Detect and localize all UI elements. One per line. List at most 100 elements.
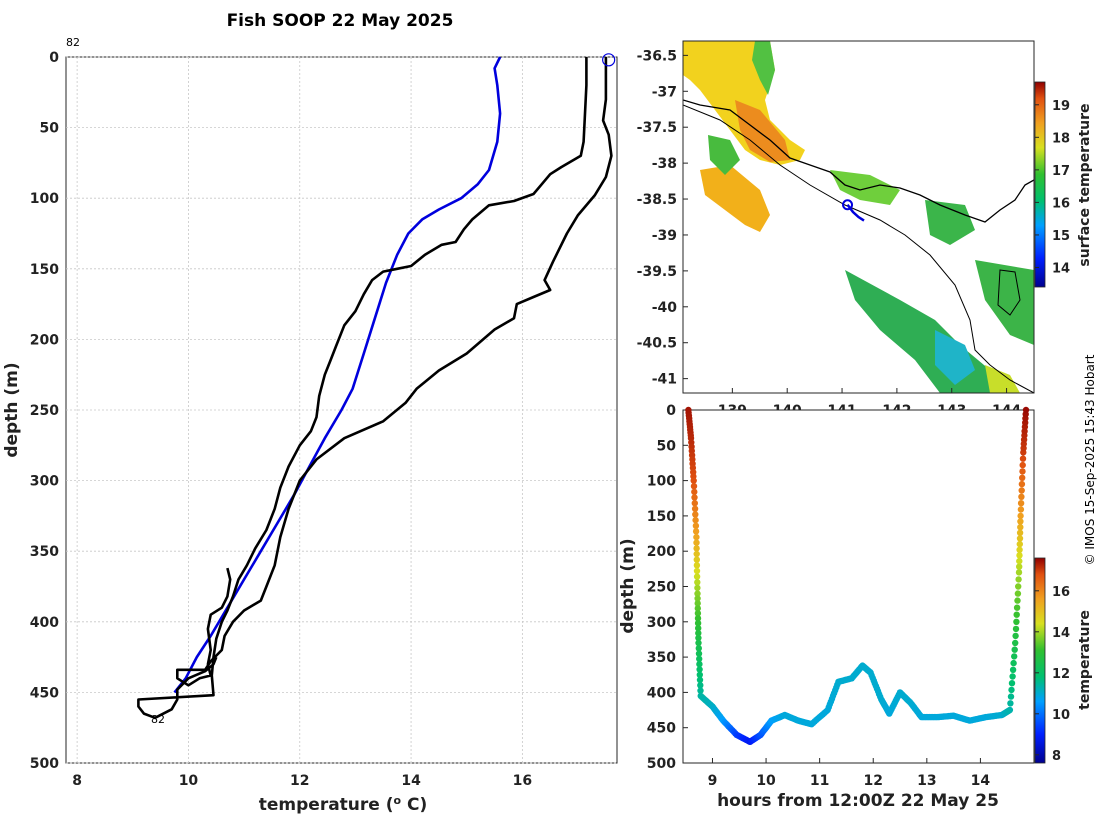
sst-patch-yellow-south	[985, 365, 1020, 393]
depth-time-point	[694, 600, 701, 607]
profile-series-black-2	[176, 57, 613, 687]
map-panel: 139140141142143144-36.5-37-37.5-38-38.5-…	[637, 40, 1093, 419]
depth-time-point	[692, 511, 699, 518]
sst-patch-cool	[935, 330, 975, 385]
sst-patch-east	[925, 200, 975, 245]
profile-panel: 8 10 12 14 16050100150200250300350400450500 …	[2, 11, 618, 815]
depth-time-x-tick-label: 13	[917, 773, 936, 789]
map-colorbar-tick-label: 17	[1052, 164, 1070, 179]
depth-time-point	[1015, 576, 1022, 583]
profile-grid	[66, 56, 617, 764]
profile-ticks: 8 10 12 14 16 0 50 100 150 200 250 300 350 400 450 500	[30, 50, 532, 789]
sst-patch-coastal-green	[752, 41, 775, 95]
map-colorbar-tick-label: 14	[1052, 261, 1070, 276]
depth-time-point	[1009, 673, 1016, 680]
depth-time-point	[1022, 406, 1030, 414]
depth-time-point	[691, 505, 699, 512]
profile-id-top: 82	[66, 36, 80, 49]
depth-time-point	[696, 661, 703, 668]
depth-time-point	[693, 533, 700, 541]
depth-time-point	[1016, 563, 1023, 570]
depth-time-point	[1007, 700, 1014, 707]
depth-time-trace	[685, 406, 1030, 745]
map-y-tick-label: -36.5	[637, 48, 677, 64]
sst-field	[683, 41, 1034, 393]
depth-time-point	[1017, 524, 1024, 531]
depth-time-point	[1015, 583, 1022, 590]
map-y-tick-label: -37.5	[637, 120, 677, 136]
depth-time-colorbar-label: temperature	[1077, 610, 1093, 710]
depth-time-point	[1018, 480, 1026, 488]
profile-series-blue	[173, 56, 502, 694]
profile-y-tick-label: 250	[30, 403, 59, 419]
depth-time-point	[1017, 506, 1025, 513]
coastline	[683, 99, 1034, 393]
depth-time-point	[1011, 646, 1018, 653]
depth-time-point	[694, 610, 702, 617]
profile-y-tick-label: 300	[30, 474, 59, 490]
depth-time-point	[1008, 680, 1016, 687]
profile-y-tick-label: 50	[40, 121, 60, 137]
profile-start-marker	[602, 53, 616, 67]
depth-time-y-tick-label: 300	[647, 615, 676, 631]
credit-text: © IMOS 15-Sep-2025 15:43 Hobart	[1083, 354, 1097, 565]
depth-time-point	[1007, 693, 1015, 700]
depth-time-y-tick-label: 0	[666, 403, 676, 419]
depth-time-y-tick-label: 350	[647, 650, 676, 666]
depth-time-y-tick-label: 50	[657, 438, 677, 454]
depth-time-point	[1016, 552, 1023, 559]
depth-time-point	[1014, 597, 1021, 604]
map-colorbar-tick-label: 16	[1052, 196, 1070, 211]
profile-x-tick-label: 10	[179, 773, 199, 789]
depth-time-colorbar-tick-label: 14	[1052, 626, 1070, 641]
depth-time-point	[695, 629, 702, 637]
depth-time-point	[1012, 632, 1019, 640]
sst-patch-offshore	[700, 165, 770, 232]
depth-time-point	[1016, 529, 1024, 536]
sst-patch-cape	[830, 170, 900, 205]
map-y-tick-label: -41	[652, 372, 677, 388]
depth-time-colorbar-tick-label: 12	[1052, 667, 1070, 682]
map-y-tick-label: -40	[652, 300, 678, 316]
depth-time-point	[693, 567, 701, 575]
profile-x-tick-label: 8	[72, 773, 82, 789]
depth-time-point	[1018, 487, 1025, 494]
depth-time-point	[696, 666, 703, 673]
depth-time-point	[1016, 557, 1023, 565]
chart-title: Fish SOOP 22 May 2025	[227, 11, 454, 31]
map-y-tick-label: -38.5	[637, 192, 677, 208]
map-y-tick-label: -38	[652, 156, 677, 172]
depth-time-y-tick-label: 250	[647, 580, 676, 596]
profile-y-tick-label: 350	[30, 544, 59, 560]
profile-y-tick-label: 0	[49, 50, 59, 66]
depth-time-point	[694, 615, 702, 622]
depth-time-y-tick-label: 400	[647, 685, 676, 701]
ship-position-marker	[842, 199, 854, 211]
depth-time-x-tick-label: 14	[971, 773, 991, 789]
map-colorbar-tick-label: 18	[1052, 131, 1070, 146]
depth-time-point	[694, 590, 701, 597]
depth-time-point	[1016, 546, 1023, 553]
depth-time-point	[1016, 535, 1024, 542]
depth-time-point	[1012, 625, 1020, 633]
sst-patch-southeast	[975, 260, 1034, 345]
depth-time-point	[692, 516, 699, 524]
depth-time-point	[692, 522, 700, 529]
profile-lines	[137, 53, 616, 720]
map-colorbar-label: surface temperature	[1077, 103, 1093, 266]
map-colorbar-ticks: 14 15 16 17 18 19	[1035, 99, 1070, 276]
profile-y-axis-label: depth (m)	[2, 362, 22, 457]
depth-time-point	[691, 494, 698, 501]
map-colorbar-tick-label: 15	[1052, 229, 1070, 244]
depth-time-point	[1017, 518, 1024, 525]
depth-time-colorbar	[1034, 557, 1046, 764]
depth-time-point	[693, 545, 700, 552]
depth-time-point	[1008, 686, 1015, 694]
depth-time-point	[697, 687, 704, 694]
depth-time-point	[695, 650, 703, 657]
map-colorbar-tick-label: 19	[1052, 99, 1070, 114]
depth-time-point	[694, 595, 701, 602]
depth-time-point	[1016, 540, 1023, 548]
depth-time-colorbar-tick-label: 8	[1052, 749, 1061, 764]
